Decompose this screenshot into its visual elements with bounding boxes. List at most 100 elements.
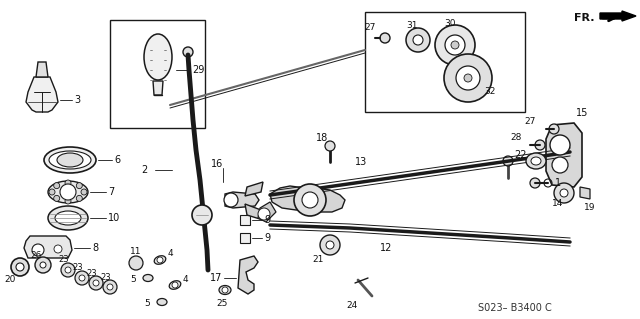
Text: 13: 13: [355, 157, 367, 167]
Text: 18: 18: [316, 133, 328, 143]
Circle shape: [157, 257, 163, 263]
Polygon shape: [245, 204, 263, 220]
Text: 19: 19: [584, 203, 595, 211]
Bar: [240, 215, 250, 225]
Circle shape: [380, 33, 390, 43]
Polygon shape: [225, 192, 259, 208]
Text: 14: 14: [552, 198, 563, 207]
Circle shape: [61, 263, 75, 277]
Polygon shape: [546, 123, 582, 187]
Text: 32: 32: [484, 87, 495, 97]
Circle shape: [54, 183, 60, 189]
Circle shape: [406, 28, 430, 52]
Circle shape: [530, 178, 540, 188]
Circle shape: [560, 189, 568, 197]
Ellipse shape: [57, 153, 83, 167]
Polygon shape: [270, 186, 345, 212]
Text: 28: 28: [511, 132, 522, 142]
Circle shape: [325, 141, 335, 151]
Text: 10: 10: [108, 213, 120, 223]
Polygon shape: [245, 182, 263, 196]
Circle shape: [192, 205, 212, 225]
Text: 24: 24: [346, 300, 358, 309]
Text: 22: 22: [514, 150, 527, 160]
Circle shape: [65, 180, 71, 186]
Circle shape: [535, 140, 545, 150]
Circle shape: [302, 192, 318, 208]
Circle shape: [32, 244, 44, 256]
Ellipse shape: [143, 275, 153, 281]
Text: 4: 4: [168, 249, 173, 258]
Text: 23: 23: [86, 269, 97, 278]
Text: 26: 26: [30, 250, 42, 259]
Text: S023– B3400 C: S023– B3400 C: [478, 303, 552, 313]
Ellipse shape: [48, 181, 88, 203]
Circle shape: [60, 184, 76, 200]
Text: 11: 11: [130, 248, 141, 256]
Circle shape: [435, 25, 475, 65]
Text: 7: 7: [108, 187, 115, 197]
Circle shape: [224, 193, 238, 207]
Circle shape: [75, 271, 89, 285]
Ellipse shape: [169, 281, 181, 289]
FancyArrow shape: [600, 11, 636, 21]
Circle shape: [258, 208, 270, 220]
Circle shape: [76, 183, 83, 189]
Circle shape: [326, 241, 334, 249]
Text: 9: 9: [264, 233, 270, 243]
Ellipse shape: [531, 157, 541, 165]
Ellipse shape: [526, 153, 546, 169]
Text: 16: 16: [211, 159, 223, 169]
Text: 21: 21: [312, 256, 324, 264]
Ellipse shape: [154, 256, 166, 264]
Text: 27: 27: [364, 24, 376, 33]
Circle shape: [550, 135, 570, 155]
Text: 5: 5: [131, 276, 136, 285]
Text: 15: 15: [576, 108, 588, 118]
Ellipse shape: [49, 151, 91, 169]
Ellipse shape: [55, 211, 81, 225]
Text: 23: 23: [59, 256, 69, 264]
Circle shape: [76, 195, 83, 201]
Text: 5: 5: [144, 300, 150, 308]
Text: 6: 6: [114, 155, 120, 165]
Text: 29: 29: [192, 65, 204, 75]
Text: 3: 3: [74, 95, 80, 105]
Ellipse shape: [144, 34, 172, 80]
Circle shape: [456, 66, 480, 90]
Circle shape: [16, 263, 24, 271]
Circle shape: [89, 276, 103, 290]
Circle shape: [294, 184, 326, 216]
Circle shape: [35, 257, 51, 273]
Circle shape: [65, 198, 71, 204]
Text: 25: 25: [216, 299, 228, 308]
Text: 4: 4: [183, 275, 189, 284]
Circle shape: [464, 74, 472, 82]
Circle shape: [172, 282, 178, 288]
Circle shape: [54, 195, 60, 201]
Circle shape: [554, 183, 574, 203]
Circle shape: [503, 156, 513, 166]
Circle shape: [93, 280, 99, 286]
Polygon shape: [153, 81, 163, 95]
Text: 20: 20: [4, 276, 15, 285]
Ellipse shape: [219, 286, 231, 294]
Text: 12: 12: [380, 243, 392, 253]
Circle shape: [107, 284, 113, 290]
Circle shape: [103, 280, 117, 294]
Circle shape: [413, 35, 423, 45]
Text: 1: 1: [555, 178, 561, 188]
Text: 9: 9: [264, 215, 270, 225]
Circle shape: [451, 41, 459, 49]
Polygon shape: [580, 187, 590, 199]
Text: 8: 8: [92, 243, 98, 253]
Circle shape: [65, 267, 71, 273]
Circle shape: [445, 35, 465, 55]
Circle shape: [81, 189, 87, 195]
Bar: [240, 233, 250, 243]
Ellipse shape: [157, 299, 167, 306]
Text: 17: 17: [210, 273, 222, 283]
Circle shape: [183, 47, 193, 57]
Circle shape: [552, 157, 568, 173]
Circle shape: [11, 258, 29, 276]
